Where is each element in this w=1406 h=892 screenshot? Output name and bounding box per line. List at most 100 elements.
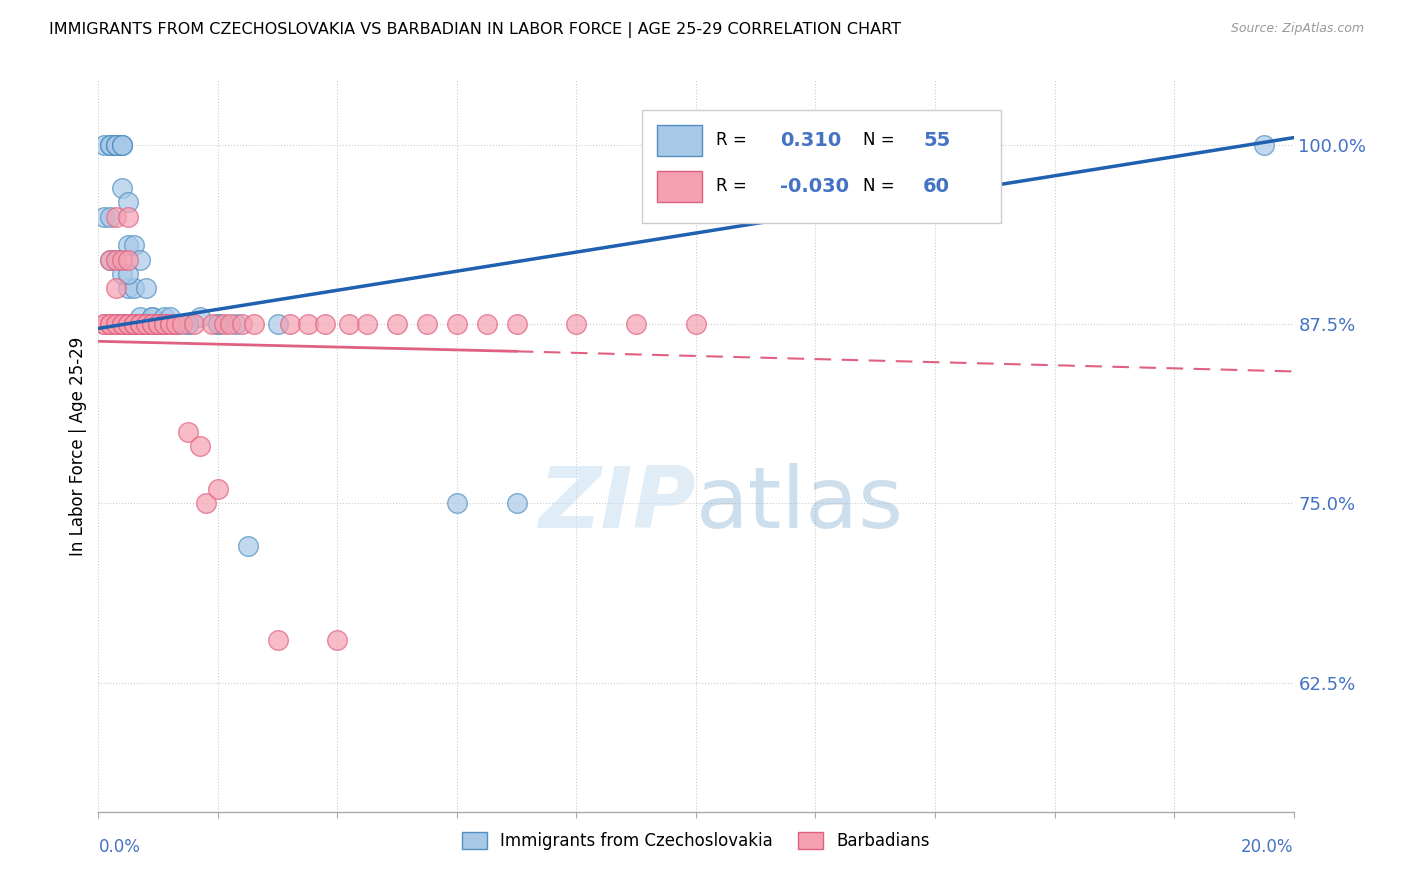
Point	[105, 137, 128, 152]
Point	[124, 317, 146, 331]
Point	[117, 195, 139, 210]
Point	[111, 317, 134, 331]
Point	[153, 317, 176, 331]
Point	[212, 317, 235, 331]
Point	[111, 137, 134, 152]
Point	[141, 310, 163, 324]
Point	[111, 137, 134, 152]
Point	[207, 317, 229, 331]
Point	[135, 317, 157, 331]
Point	[117, 317, 139, 331]
Point	[124, 281, 146, 295]
Point	[98, 317, 122, 331]
Point	[626, 317, 648, 331]
Point	[117, 210, 139, 224]
Point	[267, 317, 290, 331]
Point	[124, 317, 146, 331]
Point	[177, 317, 200, 331]
Point	[141, 317, 163, 331]
Point	[685, 317, 707, 331]
Point	[93, 317, 115, 331]
Point	[135, 317, 157, 331]
Y-axis label: In Labor Force | Age 25-29: In Labor Force | Age 25-29	[69, 336, 87, 556]
Point	[506, 317, 529, 331]
Text: -0.030: -0.030	[780, 177, 849, 196]
Point	[129, 252, 152, 267]
Point	[129, 310, 152, 324]
Point	[165, 317, 187, 331]
Point	[475, 317, 498, 331]
Text: ZIP: ZIP	[538, 463, 696, 546]
Point	[416, 317, 439, 331]
Point	[153, 310, 176, 324]
Point	[111, 267, 134, 281]
Point	[207, 317, 229, 331]
Point	[117, 267, 139, 281]
Point	[93, 210, 115, 224]
Point	[98, 317, 122, 331]
Point	[98, 210, 122, 224]
Point	[172, 317, 194, 331]
Point	[105, 252, 128, 267]
Point	[148, 317, 170, 331]
Text: atlas: atlas	[696, 463, 904, 546]
Point	[243, 317, 266, 331]
Text: 0.0%: 0.0%	[98, 838, 141, 855]
Point	[165, 317, 187, 331]
Point	[105, 317, 128, 331]
Bar	[657, 171, 702, 202]
Point	[105, 252, 128, 267]
Text: R =: R =	[716, 131, 747, 149]
Point	[124, 317, 146, 331]
Point	[105, 137, 128, 152]
Point	[111, 317, 134, 331]
Point	[129, 317, 152, 331]
Point	[117, 317, 139, 331]
Point	[98, 137, 122, 152]
Point	[111, 181, 134, 195]
Point	[124, 238, 146, 252]
Point	[339, 317, 361, 331]
Point	[117, 238, 139, 252]
Point	[141, 317, 163, 331]
Point	[219, 317, 242, 331]
Point	[236, 540, 259, 554]
Point	[297, 317, 319, 331]
Point	[201, 317, 224, 331]
Point	[148, 317, 170, 331]
Point	[105, 281, 128, 295]
Point	[98, 137, 122, 152]
Point	[159, 310, 181, 324]
Point	[98, 252, 122, 267]
Point	[148, 317, 170, 331]
Point	[135, 317, 157, 331]
Point	[129, 317, 152, 331]
Point	[159, 317, 181, 331]
Point	[231, 317, 253, 331]
Point	[98, 252, 122, 267]
Point	[188, 310, 211, 324]
Point	[195, 496, 218, 510]
Point	[506, 496, 529, 510]
Text: Source: ZipAtlas.com: Source: ZipAtlas.com	[1230, 22, 1364, 36]
Point	[446, 496, 468, 510]
Point	[105, 137, 128, 152]
Point	[105, 137, 128, 152]
Legend: Immigrants from Czechoslovakia, Barbadians: Immigrants from Czechoslovakia, Barbadia…	[454, 823, 938, 858]
Point	[105, 210, 128, 224]
Point	[446, 317, 468, 331]
Point	[111, 317, 134, 331]
Point	[135, 281, 157, 295]
Point	[183, 317, 205, 331]
Point	[93, 137, 115, 152]
Point	[225, 317, 247, 331]
Text: 60: 60	[922, 177, 950, 196]
Point	[98, 137, 122, 152]
Point	[326, 632, 349, 647]
Point	[385, 317, 409, 331]
Point	[111, 252, 134, 267]
Point	[111, 137, 134, 152]
Point	[153, 317, 176, 331]
Text: 55: 55	[922, 131, 950, 150]
Point	[177, 317, 200, 331]
